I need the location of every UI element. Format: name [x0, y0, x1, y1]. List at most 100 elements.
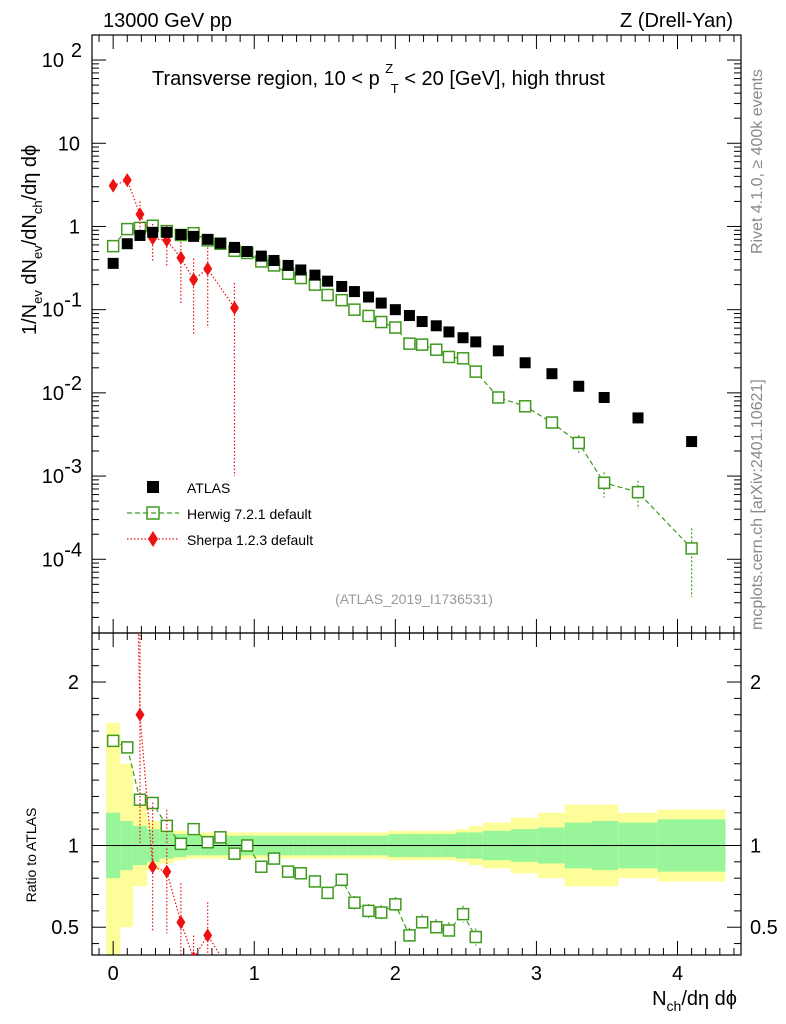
herwig-point [106, 239, 120, 253]
y-axis-label: 1/Nev dNev/dNch/dη dϕ [19, 145, 45, 335]
sherpa-point [135, 207, 145, 222]
herwig-ratio-point [469, 930, 483, 944]
x-tick-label: 1 [249, 963, 260, 985]
ratio-data-layer [106, 633, 483, 955]
herwig-ratio-point [456, 907, 470, 921]
herwig-point [374, 315, 388, 329]
herwig-point [469, 365, 483, 378]
atlas-point [107, 257, 119, 269]
sherpa-ratio-point [148, 859, 158, 874]
atlas-point [492, 345, 504, 357]
ratio-tick-label-left: 1 [68, 835, 79, 857]
atlas-point [348, 286, 360, 298]
header-right: Z (Drell-Yan) [620, 10, 733, 32]
herwig-point [597, 476, 611, 490]
ratio-frame [91, 632, 742, 956]
herwig-ratio-point [106, 734, 120, 748]
herwig-ratio-point [201, 835, 214, 849]
herwig-ratio-point [174, 837, 188, 851]
legend-atlas-marker [147, 481, 159, 493]
ratio-tick-label-left: 2 [68, 672, 79, 694]
y-tick-exponent: -4 [64, 539, 82, 561]
atlas-point [632, 412, 644, 424]
ratio-tick-label-right: 2 [750, 672, 761, 694]
herwig-ratio-point [442, 924, 456, 937]
region-title-rest: < 20 [GeV], high thrust [404, 68, 605, 90]
atlas-point [416, 316, 428, 328]
legend-herwig-marker [146, 506, 160, 520]
herwig-ratio-point [281, 865, 295, 878]
atlas-point [295, 264, 307, 276]
sherpa-point [108, 178, 118, 193]
y-tick-label: 10 [42, 383, 64, 405]
y-tick-label: 10 [42, 50, 64, 72]
x-axis-label-rest: /dη dϕ [681, 988, 737, 1010]
atlas-point [309, 269, 321, 281]
svg-text:Transverse region, 10 < p: Transverse region, 10 < p Z T < 20 [GeV]… [152, 56, 605, 98]
y-tick-label: 10 [42, 549, 64, 571]
sherpa-point [176, 250, 186, 265]
ratio-tick-label-right: 1 [750, 835, 761, 857]
y-tick-label: 1 [69, 216, 80, 238]
atlas-point [161, 226, 173, 238]
atlas-point [214, 237, 226, 249]
x-axis-label: Nch/dη dϕ [652, 988, 737, 1014]
atlas-point [134, 229, 146, 241]
herwig-point [685, 542, 698, 555]
ratio-axis-label: Ratio to ATLAS [23, 808, 39, 903]
sherpa-ratio-point [176, 915, 186, 930]
herwig-ratio-point [267, 852, 281, 865]
atlas-point [175, 229, 187, 241]
herwig-line [112, 225, 693, 549]
y-tick-exponent: -2 [64, 373, 82, 395]
herwig-point [415, 338, 429, 351]
herwig-ratio-point [121, 741, 134, 754]
x-tick-label: 3 [531, 963, 542, 985]
herwig-ratio-point [374, 906, 388, 919]
sherpa-ratio-point [191, 951, 196, 955]
atlas-point [363, 291, 375, 303]
herwig-ratio-point [294, 867, 308, 880]
herwig-point [442, 350, 456, 364]
y-tick-exponent: -1 [64, 290, 82, 312]
herwig-point [335, 293, 348, 307]
region-title-sub: T [391, 81, 399, 96]
atlas-point [389, 304, 401, 316]
x-tick-label: 4 [672, 963, 683, 985]
herwig-point [403, 337, 416, 350]
atlas-point [686, 436, 698, 448]
y-tick-label: 10 [42, 300, 64, 322]
atlas-point [282, 259, 294, 271]
atlas-point [519, 357, 531, 369]
atlas-point [443, 326, 455, 338]
herwig-ratio-line [112, 740, 477, 938]
herwig-point [545, 416, 559, 429]
rivet-label: Rivet 4.1.0, ≥ 400k events [749, 69, 766, 254]
herwig-ratio-point [160, 819, 174, 833]
herwig-point [492, 391, 505, 404]
ratio-tick-label-right: 0.5 [750, 917, 778, 939]
y-tick-exponent: 2 [71, 40, 82, 62]
ratio-tick-label-left: 0.5 [51, 917, 79, 939]
sherpa-point [189, 272, 199, 287]
herwig-point [631, 485, 645, 499]
atlas-point [470, 336, 482, 348]
header-left: 13000 GeV pp [103, 10, 232, 32]
legend: ATLAS Herwig 7.2.1 default Sherpa 1.2.3 … [127, 480, 313, 548]
atlas-point [573, 380, 585, 392]
herwig-ratio-point [362, 904, 375, 918]
legend-sherpa-marker [148, 531, 158, 547]
y-tick-label: 10 [58, 133, 80, 155]
herwig-point [321, 288, 334, 302]
herwig-point [430, 343, 443, 356]
atlas-point [188, 230, 200, 242]
x-tick-label: 0 [108, 963, 119, 985]
mcplots-label: mcplots.cern.ch [arXiv:2401.10621] [749, 379, 766, 630]
herwig-ratio-point [214, 831, 227, 844]
atlas-point [228, 241, 240, 253]
herwig-point [308, 278, 322, 291]
herwig-ratio-point [255, 860, 268, 873]
x-tick-label: 2 [390, 963, 401, 985]
herwig-point [389, 321, 402, 334]
